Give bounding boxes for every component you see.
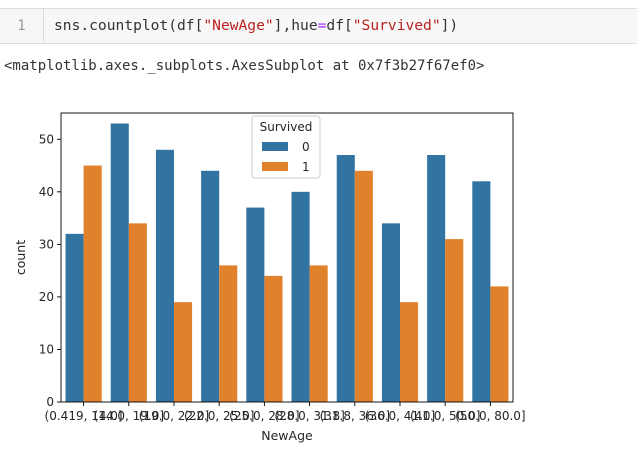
y-tick-label: 30 [39,237,54,251]
y-tick-label: 10 [39,342,54,356]
bar-survived-1-8 [445,239,464,402]
code-token: sns.countplot(df[ [54,17,204,34]
bar-survived-1-2 [174,302,193,402]
x-tick-label: (25.0, 28.0] [229,409,299,423]
x-tick-label: (14.0, 19.0] [94,409,164,423]
bar-survived-0-4 [246,207,265,402]
legend-title: Survived [260,120,313,134]
code-token: df[ [326,17,353,34]
x-tick-label: (36.0, 41.0] [365,409,435,423]
y-tick-label: 40 [39,185,54,199]
x-tick-label: (41.0, 50.0] [410,409,480,423]
bar-survived-0-0 [65,233,84,402]
code-line[interactable]: sns.countplot(df["NewAge"],hue=df["Survi… [54,9,458,43]
code-string-survived: "Survived" [352,17,441,34]
bar-survived-1-0 [83,165,102,402]
bar-survived-0-2 [155,149,174,402]
y-tick-label: 20 [39,290,54,304]
x-tick-label: (50.0, 80.0] [455,409,525,423]
bar-survived-1-4 [264,275,283,402]
legend-label-1: 1 [302,160,310,174]
bar-survived-0-1 [110,123,129,402]
y-tick-label: 50 [39,132,54,146]
bar-survived-0-6 [336,155,355,402]
bar-survived-0-8 [427,155,446,402]
y-axis-label: count [13,240,28,275]
bar-survived-0-3 [201,170,220,402]
bar-survived-1-1 [128,223,147,402]
x-tick-label: (28.0, 31.8] [274,409,344,423]
bar-survived-0-9 [472,181,491,402]
bar-survived-1-5 [309,265,328,402]
bar-survived-0-7 [381,223,400,402]
bar-survived-1-9 [490,286,509,402]
x-tick-label: (22.0, 25.0] [184,409,254,423]
bar-survived-0-5 [291,191,310,402]
cell-output-text: <matplotlib.axes._subplots.AxesSubplot a… [4,58,485,74]
x-tick-label: (31.8, 36.0] [320,409,390,423]
line-number: 1 [0,9,44,43]
code-operator: = [317,17,327,34]
code-token: ]) [440,17,459,34]
x-tick-label: (19.0, 22.0] [139,409,209,423]
x-tick-label: (0.419, 14.0] [45,409,123,423]
code-string-newage: "NewAge" [203,17,274,34]
legend-swatch-1 [262,162,288,171]
bar-survived-1-7 [400,302,419,402]
bar-survived-1-3 [219,265,238,402]
bar-survived-1-6 [354,170,373,402]
code-token: ],hue [273,17,318,34]
legend-swatch-0 [262,142,288,151]
legend-label-0: 0 [302,140,310,154]
y-tick-label: 0 [46,395,54,409]
plot-frame [60,112,514,403]
x-axis-label: NewAge [261,428,313,443]
code-cell[interactable]: 1 sns.countplot(df["NewAge"],hue=df["Sur… [0,8,637,44]
